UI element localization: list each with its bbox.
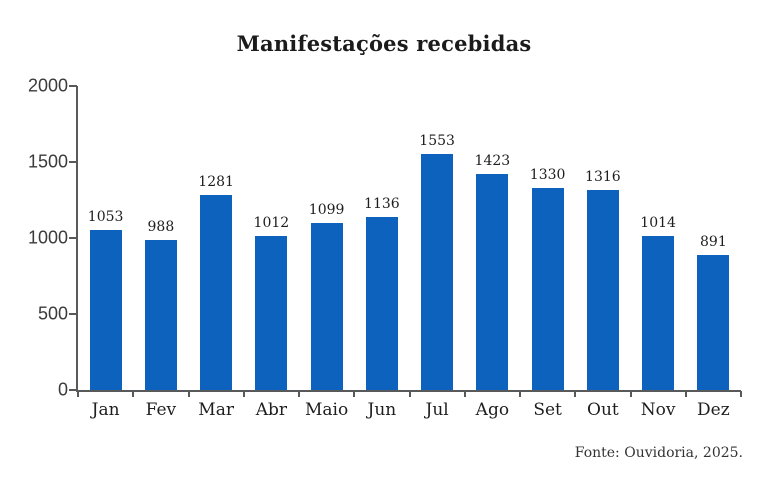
x-tick-mark — [132, 391, 135, 397]
x-tick-mark — [187, 391, 190, 397]
bar-slot-set: 1330 — [520, 86, 575, 390]
y-tick-label: 2000 — [27, 75, 68, 96]
y-axis: 0 500 1000 1500 2000 — [0, 76, 68, 400]
bars-container: 1053 988 1281 1012 1099 1136 1553 1423 1330 1316 1… — [78, 86, 741, 390]
x-tick-mark — [574, 391, 577, 397]
bar-value-label: 1281 — [198, 174, 234, 191]
y-tick-mark — [69, 389, 77, 391]
bar-nov — [642, 235, 675, 390]
chart-title: Manifestações recebidas — [236, 31, 532, 56]
y-tick-mark — [69, 313, 77, 315]
x-tick-mark — [740, 391, 742, 397]
bar-slot-jul: 1553 — [410, 86, 465, 390]
x-tick-mark — [353, 391, 356, 397]
bar-value-label: 1316 — [585, 168, 621, 185]
bar-value-label: 1099 — [308, 201, 345, 218]
x-tick-mark — [519, 391, 521, 397]
bar-slot-ago: 1423 — [465, 86, 520, 390]
bar-ago — [476, 173, 509, 390]
bar-out — [586, 189, 619, 390]
bar-value-label: 1053 — [87, 208, 124, 225]
x-tick-label-dez: Dez — [697, 400, 730, 420]
bar-jun — [365, 217, 398, 390]
bar-slot-mar: 1281 — [189, 86, 244, 390]
bar-slot-out: 1316 — [575, 86, 630, 390]
source-note: Fonte: Ouvidoria, 2025. — [574, 445, 743, 461]
bar-dez — [697, 254, 730, 390]
x-tick-label-ago: Ago — [475, 400, 510, 420]
x-tick-mark — [77, 391, 79, 397]
bar-slot-jan: 1053 — [78, 86, 133, 390]
x-tick-label-jun: Jun — [367, 400, 397, 420]
x-tick-mark — [629, 391, 632, 397]
bar-fev — [144, 239, 177, 390]
x-tick-label-out: Out — [587, 400, 619, 420]
x-tick-label-mar: Mar — [198, 400, 234, 420]
y-tick-label: 1000 — [27, 227, 68, 248]
bar-set — [531, 187, 564, 390]
x-tick-mark — [242, 391, 245, 397]
bar-value-label: 1330 — [529, 166, 566, 183]
bar-value-label: 988 — [147, 218, 175, 235]
bar-jul — [421, 153, 454, 390]
bar-value-label: 1553 — [419, 132, 455, 149]
bar-value-label: 891 — [700, 233, 727, 250]
bar-value-label: 1012 — [253, 215, 290, 232]
x-tick-mark — [463, 391, 466, 397]
bar-value-label: 1014 — [640, 214, 676, 231]
x-tick-mark — [408, 391, 411, 397]
bar-mar — [200, 195, 233, 390]
y-tick-mark — [69, 85, 77, 87]
bar-maio — [310, 222, 343, 390]
x-tick-label-abr: Abr — [255, 400, 288, 420]
bar-slot-maio: 1099 — [299, 86, 354, 390]
bar-jan — [89, 229, 122, 390]
bar-slot-jun: 1136 — [354, 86, 409, 390]
bar-slot-nov: 1014 — [631, 86, 686, 390]
bar-slot-abr: 1012 — [244, 86, 299, 390]
bar-slot-dez: 891 — [686, 86, 741, 390]
bar-value-label: 1136 — [364, 196, 400, 213]
plot-area: 1053 988 1281 1012 1099 1136 1553 1423 1330 1316 1… — [69, 85, 742, 397]
x-tick-label-nov: Nov — [640, 400, 676, 420]
y-tick-label: 0 — [57, 379, 68, 400]
x-tick-label-jul: Jul — [425, 400, 449, 420]
x-axis: Jan Fev Mar Abr Maio Jun Jul Ago Set Out Nov Dez — [78, 400, 741, 420]
y-tick-mark — [69, 237, 77, 239]
y-tick-label: 1500 — [27, 151, 68, 172]
bar-value-label: 1423 — [474, 152, 511, 169]
x-tick-label-jan: Jan — [91, 400, 120, 420]
y-tick-label: 500 — [37, 303, 68, 324]
bar-abr — [255, 236, 288, 390]
x-tick-label-maio: Maio — [305, 400, 349, 420]
bar-slot-fev: 988 — [133, 86, 188, 390]
x-tick-label-set: Set — [533, 400, 562, 420]
x-tick-label-fev: Fev — [145, 400, 177, 420]
y-tick-mark — [69, 161, 77, 163]
x-tick-mark — [684, 391, 687, 397]
x-tick-mark — [298, 391, 300, 397]
